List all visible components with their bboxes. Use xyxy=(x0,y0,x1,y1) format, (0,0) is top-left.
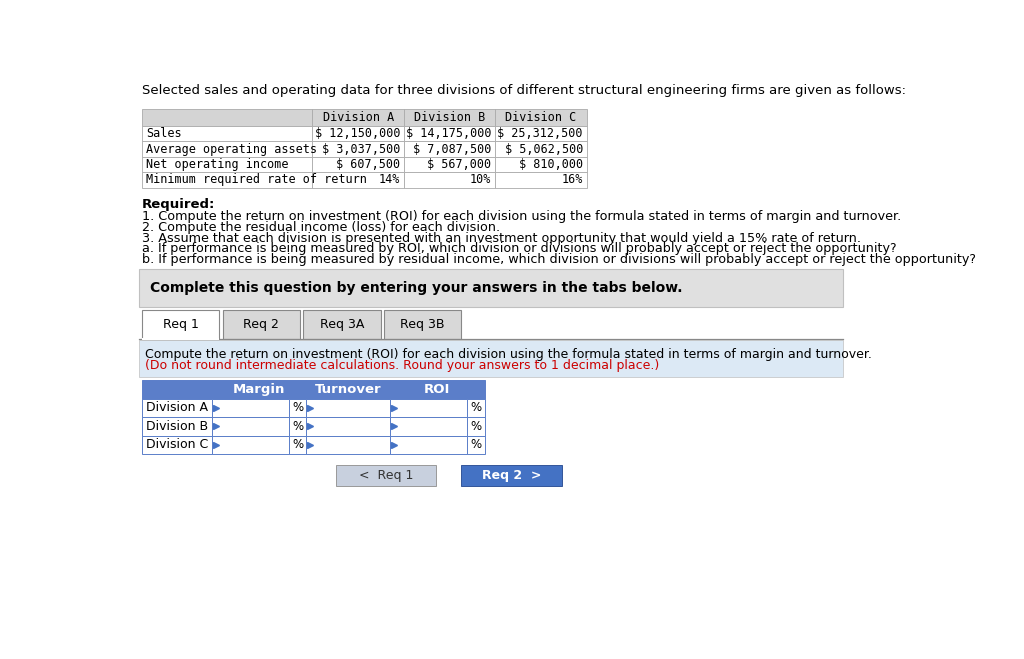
Bar xyxy=(142,172,312,188)
Text: Req 2  >: Req 2 > xyxy=(482,469,542,482)
Bar xyxy=(142,126,312,142)
Text: $ 567,000: $ 567,000 xyxy=(427,158,492,171)
Bar xyxy=(142,157,312,172)
Text: Req 1: Req 1 xyxy=(163,318,199,331)
Text: Selected sales and operating data for three divisions of different structural en: Selected sales and operating data for th… xyxy=(142,84,906,98)
Text: %: % xyxy=(470,438,481,451)
Text: Net operating income: Net operating income xyxy=(145,158,289,171)
Bar xyxy=(139,268,843,307)
Bar xyxy=(403,142,496,157)
Text: (Do not round intermediate calculations. Round your answers to 1 decimal place.): (Do not round intermediate calculations.… xyxy=(145,358,659,372)
Bar xyxy=(142,310,219,339)
Bar xyxy=(403,157,496,172)
Text: Turnover: Turnover xyxy=(314,383,381,396)
Text: ROI: ROI xyxy=(424,383,451,396)
Bar xyxy=(312,157,403,172)
Text: Division B: Division B xyxy=(145,420,208,433)
Bar xyxy=(306,380,390,399)
Bar xyxy=(212,417,289,436)
Text: 16%: 16% xyxy=(561,173,583,186)
Text: 10%: 10% xyxy=(470,173,492,186)
Bar xyxy=(303,310,381,339)
Text: %: % xyxy=(292,401,303,415)
Bar xyxy=(142,109,312,126)
Text: <  Req 1: < Req 1 xyxy=(358,469,414,482)
Bar xyxy=(306,436,390,454)
Text: %: % xyxy=(470,420,481,433)
Bar xyxy=(336,465,436,486)
Text: $ 7,087,500: $ 7,087,500 xyxy=(413,142,492,156)
Bar xyxy=(496,109,587,126)
Text: $ 810,000: $ 810,000 xyxy=(519,158,583,171)
Text: 3. Assume that each division is presented with an investment opportunity that wo: 3. Assume that each division is presente… xyxy=(142,231,861,244)
Bar xyxy=(467,399,484,417)
Bar xyxy=(496,126,587,142)
Bar xyxy=(390,399,467,417)
Text: Margin: Margin xyxy=(232,383,285,396)
Bar xyxy=(384,310,461,339)
Text: 1. Compute the return on investment (ROI) for each division using the formula st: 1. Compute the return on investment (ROI… xyxy=(142,210,901,223)
Text: Required:: Required: xyxy=(142,198,215,212)
Bar xyxy=(390,380,484,399)
Bar xyxy=(212,380,306,399)
Bar xyxy=(289,417,306,436)
Bar xyxy=(496,172,587,188)
Text: Minimum required rate of return: Minimum required rate of return xyxy=(145,173,367,186)
Bar xyxy=(289,436,306,454)
Bar xyxy=(467,417,484,436)
Bar xyxy=(306,417,390,436)
Bar xyxy=(142,399,212,417)
Text: b. If performance is being measured by residual income, which division or divisi: b. If performance is being measured by r… xyxy=(142,253,976,266)
Bar xyxy=(403,172,496,188)
Bar xyxy=(312,126,403,142)
Bar xyxy=(289,399,306,417)
Bar xyxy=(312,142,403,157)
Bar xyxy=(312,109,403,126)
Bar xyxy=(467,436,484,454)
Bar xyxy=(403,126,496,142)
Text: $ 3,037,500: $ 3,037,500 xyxy=(322,142,400,156)
Text: $ 14,175,000: $ 14,175,000 xyxy=(406,127,492,140)
Text: $ 25,312,500: $ 25,312,500 xyxy=(498,127,583,140)
Bar xyxy=(142,436,212,454)
Bar xyxy=(312,172,403,188)
Text: 2. Compute the residual income (loss) for each division.: 2. Compute the residual income (loss) fo… xyxy=(142,221,500,234)
Text: %: % xyxy=(470,401,481,415)
Text: $ 607,500: $ 607,500 xyxy=(336,158,400,171)
Bar xyxy=(306,399,390,417)
Text: Division A: Division A xyxy=(145,401,208,415)
Text: Sales: Sales xyxy=(145,127,181,140)
Text: $ 12,150,000: $ 12,150,000 xyxy=(314,127,400,140)
Bar xyxy=(212,399,289,417)
Bar xyxy=(142,338,219,340)
Bar xyxy=(139,340,843,377)
Bar xyxy=(390,436,467,454)
Bar xyxy=(496,157,587,172)
Text: %: % xyxy=(292,438,303,451)
Text: Compute the return on investment (ROI) for each division using the formula state: Compute the return on investment (ROI) f… xyxy=(145,348,871,361)
Text: Req 3A: Req 3A xyxy=(319,318,365,331)
Text: a. If performance is being measured by ROI, which division or divisions will pro: a. If performance is being measured by R… xyxy=(142,243,897,255)
Text: %: % xyxy=(292,420,303,433)
Text: Req 2: Req 2 xyxy=(244,318,280,331)
Bar xyxy=(142,417,212,436)
Bar xyxy=(212,436,289,454)
Text: 14%: 14% xyxy=(379,173,400,186)
Text: Division A: Division A xyxy=(323,111,394,124)
Text: Division C: Division C xyxy=(145,438,208,451)
Bar xyxy=(403,109,496,126)
Bar xyxy=(142,142,312,157)
Text: Division C: Division C xyxy=(506,111,577,124)
Bar xyxy=(390,417,467,436)
Bar xyxy=(461,465,562,486)
Text: Complete this question by entering your answers in the tabs below.: Complete this question by entering your … xyxy=(150,281,682,295)
Bar xyxy=(142,380,212,399)
Text: Division B: Division B xyxy=(414,111,485,124)
Text: $ 5,062,500: $ 5,062,500 xyxy=(505,142,583,156)
Text: Average operating assets: Average operating assets xyxy=(145,142,316,156)
Bar xyxy=(496,142,587,157)
Text: Req 3B: Req 3B xyxy=(400,318,444,331)
Bar xyxy=(222,310,300,339)
